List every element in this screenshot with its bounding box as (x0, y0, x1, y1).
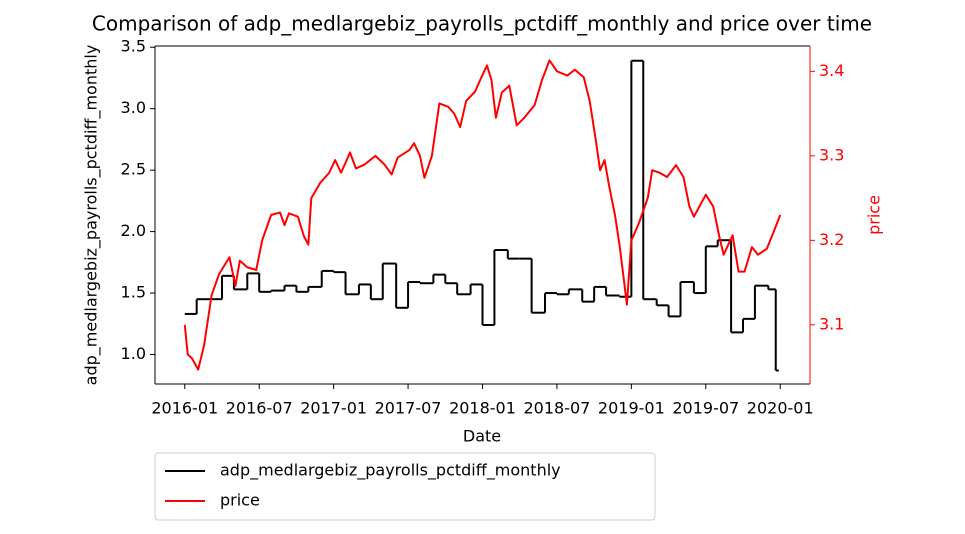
line-series (183, 59, 782, 371)
legend-label: price (220, 491, 260, 510)
x-tick-label: 2016-01 (151, 399, 218, 418)
y2-tick-label: 3.2 (819, 230, 844, 249)
x-tick-label: 2018-01 (449, 399, 516, 418)
y2-tick-label: 3.1 (819, 314, 844, 333)
step-riser (195, 60, 777, 371)
chart-title: Comparison of adp_medlargebiz_payrolls_p… (92, 12, 872, 36)
y-tick-label: 3.5 (121, 37, 146, 56)
y2-axis-label: price (865, 195, 884, 235)
y-tick-label: 1.0 (121, 344, 146, 363)
y2-tick-label: 3.4 (819, 61, 844, 80)
x-tick-label: 2016-07 (226, 399, 293, 418)
y2-tick-label: 3.3 (819, 145, 844, 164)
x-tick-label: 2019-07 (672, 399, 739, 418)
x-tick-label: 2019-01 (598, 399, 665, 418)
legend-label: adp_medlargebiz_payrolls_pctdiff_monthly (220, 461, 561, 481)
y-axis-label: adp_medlargebiz_payrolls_pctdiff_monthly (82, 45, 102, 386)
x-tick-label: 2017-07 (375, 399, 442, 418)
x-tick-label: 2017-01 (300, 399, 367, 418)
legend-box (154, 452, 656, 521)
y-tick-label: 2.5 (121, 160, 146, 179)
y-tick-label: 1.5 (121, 283, 146, 302)
x-tick-label: 2018-07 (524, 399, 591, 418)
y-tick-label: 3.0 (121, 98, 146, 117)
x-axis-label: Date (463, 427, 501, 446)
x-tick-label: 2020-01 (747, 399, 814, 418)
y-tick-label: 2.0 (121, 221, 146, 240)
